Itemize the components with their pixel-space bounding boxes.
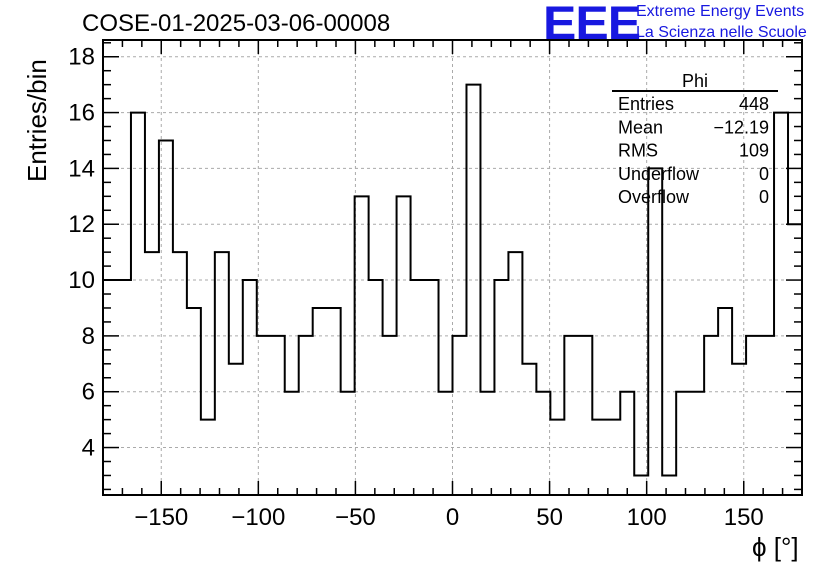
histogram-bin bbox=[383, 336, 397, 495]
x-tick-label: 150 bbox=[724, 504, 764, 531]
histogram-bin bbox=[760, 336, 774, 495]
histogram-bin bbox=[788, 224, 802, 495]
x-tick-label: 50 bbox=[536, 504, 563, 531]
stats-label: Underflow bbox=[618, 164, 700, 184]
histogram-bin bbox=[215, 252, 229, 495]
stats-value: −12.19 bbox=[713, 117, 769, 137]
histogram-bin bbox=[397, 196, 411, 495]
stats-value: 0 bbox=[759, 187, 769, 207]
histogram-bin bbox=[662, 475, 676, 495]
histogram-bin bbox=[117, 280, 131, 495]
histogram-bin bbox=[732, 364, 746, 495]
histogram-bin bbox=[774, 113, 788, 495]
histogram-bin bbox=[229, 364, 243, 495]
histogram-bin bbox=[327, 308, 341, 495]
histogram-bin bbox=[425, 280, 439, 495]
histogram-bin bbox=[187, 308, 201, 495]
axis-tick-labels: −150 −100 −50 0 50 100 150 4 6 8 10 12 14 16 18 bbox=[68, 44, 763, 531]
histogram-bin bbox=[271, 336, 285, 495]
y-tick-label: 6 bbox=[82, 379, 95, 406]
histogram-bin bbox=[369, 280, 383, 495]
histogram-bin bbox=[676, 392, 690, 495]
histogram-bin bbox=[494, 280, 508, 495]
histogram-bin bbox=[243, 280, 257, 495]
histogram-bin bbox=[145, 252, 159, 495]
y-tick-label: 10 bbox=[68, 267, 95, 294]
histogram-bin bbox=[466, 85, 480, 495]
stats-value: 448 bbox=[739, 94, 769, 114]
histogram-bin bbox=[355, 196, 369, 495]
x-axis-label: ϕ [°] bbox=[752, 532, 799, 562]
stats-value: 0 bbox=[759, 164, 769, 184]
brand-line-2: La Scienza nelle Scuole bbox=[636, 24, 807, 41]
histogram-bin bbox=[299, 336, 313, 495]
histogram-bin bbox=[592, 420, 606, 495]
stats-label: Entries bbox=[618, 94, 674, 114]
histogram-bin bbox=[313, 308, 327, 495]
histogram-bin bbox=[508, 252, 522, 495]
x-tick-label: 0 bbox=[446, 504, 459, 531]
histogram-bin bbox=[341, 392, 355, 495]
x-tick-label: −100 bbox=[231, 504, 285, 531]
stats-title: Phi bbox=[682, 71, 708, 91]
histogram-bin bbox=[103, 280, 117, 495]
histogram-bin bbox=[257, 336, 271, 495]
histogram-bin bbox=[746, 336, 760, 495]
histogram-bin bbox=[536, 392, 550, 495]
histogram-bin bbox=[159, 140, 173, 495]
histogram-outline bbox=[102, 83, 803, 495]
histogram-bin bbox=[550, 420, 564, 495]
histogram-bin bbox=[564, 336, 578, 495]
x-tick-label: −50 bbox=[335, 504, 376, 531]
axis-ticks bbox=[103, 40, 802, 495]
page-title: COSE-01-2025-03-06-00008 bbox=[82, 10, 391, 37]
histogram-bin bbox=[718, 308, 732, 495]
histogram-bin bbox=[480, 392, 494, 495]
histogram-bin bbox=[131, 113, 145, 495]
brand-line-1: Extreme Energy Events bbox=[636, 3, 805, 20]
histogram-bin bbox=[606, 420, 620, 495]
x-tick-label: −150 bbox=[134, 504, 188, 531]
stats-label: Overflow bbox=[618, 187, 690, 207]
histogram-bin bbox=[411, 280, 425, 495]
y-tick-label: 4 bbox=[82, 435, 95, 462]
y-tick-label: 18 bbox=[68, 44, 95, 71]
histogram-bin bbox=[704, 336, 718, 495]
histogram-bin bbox=[578, 336, 592, 495]
histogram-bin bbox=[648, 168, 662, 495]
y-tick-label: 16 bbox=[68, 100, 95, 127]
histogram-bin bbox=[173, 252, 187, 495]
histogram-bin bbox=[201, 420, 215, 495]
histogram-bin bbox=[285, 392, 299, 495]
histogram-bin bbox=[453, 336, 467, 495]
stats-value: 109 bbox=[739, 141, 769, 161]
histogram-bin bbox=[522, 364, 536, 495]
y-tick-label: 12 bbox=[68, 211, 95, 238]
x-tick-label: 100 bbox=[627, 504, 667, 531]
histogram-bars bbox=[103, 85, 802, 495]
y-tick-label: 8 bbox=[82, 323, 95, 350]
stats-label: RMS bbox=[618, 141, 658, 161]
y-tick-label: 14 bbox=[68, 155, 95, 182]
histogram-bin bbox=[690, 392, 704, 495]
stats-box: Phi Entries 448 Mean −12.19 RMS 109 Underflow 0 O… bbox=[612, 71, 778, 207]
histogram-bin bbox=[620, 392, 634, 495]
stats-label: Mean bbox=[618, 117, 663, 137]
eee-logo: EEE bbox=[543, 0, 641, 50]
histogram-bin bbox=[439, 392, 453, 495]
